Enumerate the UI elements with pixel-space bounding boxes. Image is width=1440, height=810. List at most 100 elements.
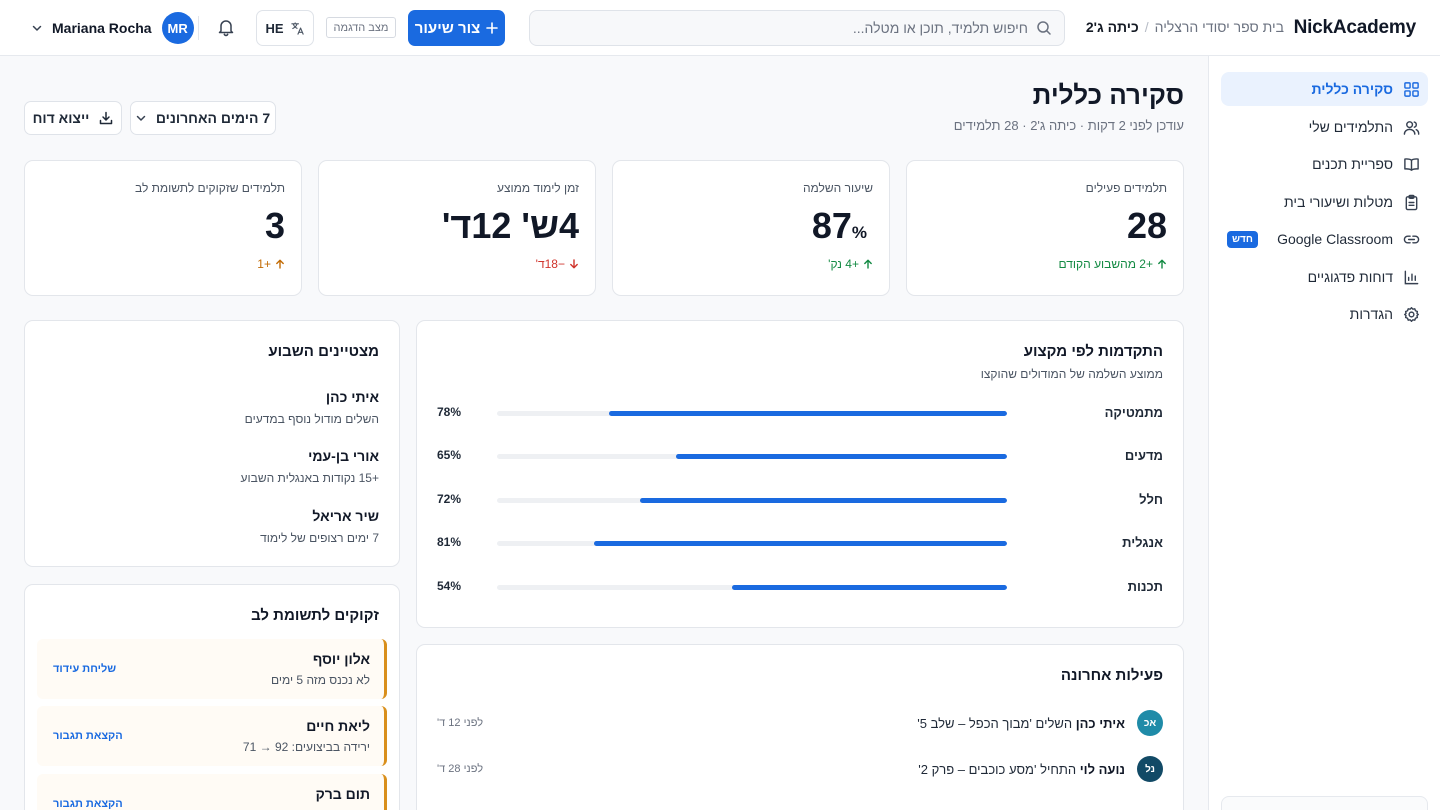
language-label: HE (265, 20, 284, 36)
student-name: אורי בן-עמי (308, 448, 379, 464)
panel-title: מצטיינים השבוע (268, 343, 379, 360)
progress-track (497, 585, 1007, 590)
arrow-up-icon (864, 259, 872, 269)
kpi-card-avg-study-time: זמן לימוד ממוצע 4ש' 12ד' −18ד' (318, 160, 596, 296)
send-encouragement-link[interactable]: שליחת עידוד (53, 663, 117, 675)
subject-percent: 65% (437, 448, 462, 462)
grid-icon (1404, 81, 1419, 97)
sidebar-footer-card[interactable] (1221, 796, 1428, 810)
progress-fill (609, 411, 1007, 416)
app-logo[interactable]: NickAcademy (1293, 17, 1417, 38)
subject-progress-panel: התקדמות לפי מקצוע ממוצע השלמה של המודולי… (416, 320, 1184, 628)
subject-name: אנגלית (1122, 535, 1163, 550)
subject-percent: 72% (437, 492, 462, 506)
list-item[interactable]: שיר אריאל 7 ימים רצופים של לימוד (260, 508, 379, 545)
sidebar-item-content-library[interactable]: ספריית תכנים (1221, 147, 1428, 181)
bar-chart-icon (1404, 270, 1419, 284)
student-name: איתי כהן (325, 389, 379, 405)
sidebar-item-label: הגדרות (1349, 306, 1393, 322)
student-detail: השלים מודול נוסף במדעים (244, 412, 379, 426)
users-icon (1403, 120, 1420, 135)
user-menu[interactable]: Mariana Rocha MR (32, 11, 194, 45)
progress-track (497, 454, 1007, 459)
kpi-card-active-students: תלמידים פעילים 28 +2 מהשבוע הקודם (906, 160, 1184, 296)
breadcrumb-school[interactable]: בית ספר יסודי הרצליה (1154, 19, 1284, 35)
export-report-button[interactable]: ייצוא דוח (24, 101, 122, 135)
export-label: ייצוא דוח (32, 110, 90, 126)
bell-icon[interactable] (216, 17, 236, 37)
progress-fill (593, 541, 1007, 546)
list-item[interactable]: ליאת חיים ירידה בביצועים: 92 → 71 הקצאת … (37, 706, 387, 766)
new-lesson-label: צור שיעור (414, 19, 481, 37)
list-item[interactable]: איתי כהן השלים מודול נוסף במדעים (245, 389, 379, 426)
subject-row: מדעים 65% (437, 448, 1163, 468)
activity-description: השלים 'מבוך הכפל – שלב 5' (917, 716, 1073, 731)
sidebar-item-reports[interactable]: דוחות פדגוגיים (1221, 260, 1428, 294)
breadcrumb-class[interactable]: כיתה ג'2 (1085, 19, 1139, 35)
activity-time: לפני 28 ד' (437, 763, 484, 775)
activity-text: נועה לוי התחיל 'מסע כוכבים – פרק 2' (918, 762, 1125, 777)
plus-icon (486, 22, 499, 34)
language-switch-button[interactable]: HE (256, 10, 314, 46)
progress-fill (731, 585, 1007, 590)
sidebar-item-settings[interactable]: הגדרות (1221, 297, 1428, 331)
kpi-delta-text: +1 (257, 257, 271, 271)
sidebar-item-label: ספריית תכנים (1312, 156, 1393, 172)
sidebar-item-assignments[interactable]: מטלות ושיעורי בית (1221, 185, 1428, 219)
gear-icon (1403, 306, 1420, 322)
student-detail: 7 ימים רצופים של לימוד (260, 531, 379, 545)
search-icon (1037, 21, 1051, 35)
kpi-value: 3 (265, 205, 285, 247)
kpi-label: זמן לימוד ממוצע (496, 181, 579, 195)
top-bar: NickAcademy בית ספר יסודי הרצליה / כיתה ג'… (0, 0, 1440, 56)
kpi-number: 3 (264, 205, 285, 246)
download-icon (100, 111, 113, 125)
avatar: נל (1137, 756, 1163, 782)
date-range-label: 7 הימים האחרונים (155, 110, 271, 126)
kpi-label: תלמידים פעילים (1085, 181, 1167, 195)
list-item[interactable]: אורי בן-עמי +15 נקודות באנגלית השבוע (241, 448, 379, 485)
activity-text: איתי כהן השלים 'מבוך הכפל – שלב 5' (917, 716, 1125, 731)
sidebar: סקירה כללית התלמידים שלי ספריית תכנים מט… (1208, 56, 1440, 810)
panel-title: זקוקים לתשומת לב (251, 607, 379, 624)
sidebar-item-students[interactable]: התלמידים שלי (1221, 110, 1428, 144)
student-detail: +15 נקודות באנגלית השבוע (240, 471, 379, 485)
assign-reinforcement-link[interactable]: הקצאת תגבור (53, 798, 123, 810)
progress-track (497, 498, 1007, 503)
subject-row: תכנות 54% (437, 579, 1163, 599)
new-lesson-button[interactable]: צור שיעור (408, 10, 505, 46)
kpi-delta: +4 נק' (828, 257, 873, 271)
assign-reinforcement-link[interactable]: הקצאת תגבור (53, 730, 123, 742)
search-box[interactable] (529, 10, 1065, 46)
arrow-up-icon (276, 259, 284, 269)
search-input[interactable] (558, 11, 1028, 45)
translate-icon (290, 21, 304, 35)
subject-name: חלל (1139, 492, 1163, 507)
student-name: נועה לוי (1079, 762, 1125, 777)
subject-row: חלל 72% (437, 492, 1163, 512)
avatar: אכ (1137, 710, 1163, 736)
chevron-down-icon (32, 25, 42, 31)
user-name: Mariana Rocha (52, 20, 152, 36)
list-item[interactable]: תום ברק הקצאת תגבור (37, 774, 387, 810)
kpi-number: 4ש' 12ד' (441, 205, 579, 246)
sidebar-item-label: התלמידים שלי (1308, 119, 1393, 135)
sidebar-item-google-classroom[interactable]: Google Classroom חדש (1221, 222, 1428, 256)
progress-fill (639, 498, 1007, 503)
panel-subtitle: ממוצע השלמה של המודולים שהוקצו (980, 367, 1163, 381)
student-name: איתי כהן (1075, 716, 1125, 731)
list-item[interactable]: אכ איתי כהן השלים 'מבוך הכפל – שלב 5' לפ… (437, 710, 1163, 738)
kpi-value: 87% (812, 205, 873, 247)
toolbar-divider (198, 16, 199, 40)
subject-name: מתמטיקה (1104, 405, 1163, 420)
avatar: MR (161, 12, 194, 44)
sidebar-item-label: דוחות פדגוגיים (1307, 269, 1393, 285)
student-name: ליאת חיים (306, 718, 370, 734)
student-name: שיר אריאל (312, 508, 379, 524)
sidebar-item-overview[interactable]: סקירה כללית (1221, 72, 1428, 106)
list-item[interactable]: אלון יוסף לא נכנס מזה 5 ימים שליחת עידוד (37, 639, 387, 699)
sidebar-item-label: Google Classroom (1277, 231, 1393, 247)
list-item[interactable]: נל נועה לוי התחיל 'מסע כוכבים – פרק 2' ל… (437, 756, 1163, 784)
kpi-unit: % (851, 223, 867, 242)
date-range-select[interactable]: 7 הימים האחרונים (130, 101, 276, 135)
